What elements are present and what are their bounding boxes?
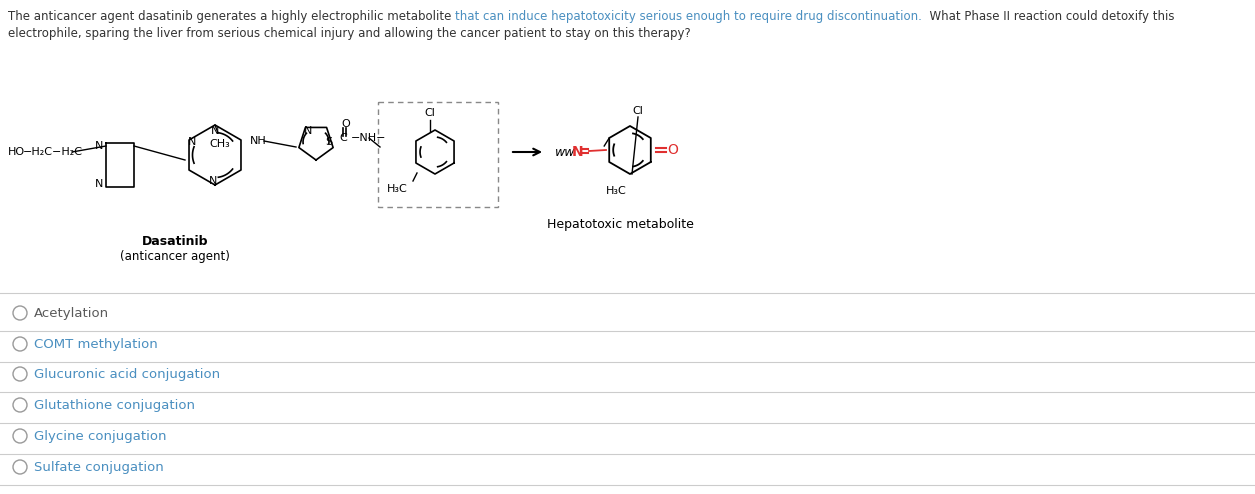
- Text: N: N: [95, 141, 103, 151]
- Text: COMT methylation: COMT methylation: [34, 337, 158, 351]
- Text: N: N: [572, 145, 584, 159]
- Text: The anticancer agent dasatinib generates a highly electrophilic metabolite: The anticancer agent dasatinib generates…: [8, 10, 456, 23]
- Text: H₃C: H₃C: [387, 184, 408, 194]
- Text: NH: NH: [250, 136, 267, 146]
- Text: Dasatinib: Dasatinib: [142, 235, 208, 248]
- Text: CH₃: CH₃: [210, 139, 231, 149]
- Text: Cl: Cl: [424, 108, 435, 118]
- Text: −H₂C−H₂C: −H₂C−H₂C: [23, 147, 83, 157]
- Text: What Phase II reaction could detoxify this: What Phase II reaction could detoxify th…: [922, 10, 1175, 23]
- Text: N: N: [95, 179, 103, 189]
- Text: N: N: [188, 137, 196, 147]
- Text: Acetylation: Acetylation: [34, 306, 109, 320]
- Text: Sulfate conjugation: Sulfate conjugation: [34, 460, 163, 474]
- Text: O: O: [341, 119, 350, 129]
- Text: N: N: [304, 126, 312, 136]
- Text: −NH−: −NH−: [351, 133, 387, 143]
- Text: electrophile, sparing the liver from serious chemical injury and allowing the ca: electrophile, sparing the liver from ser…: [8, 27, 690, 40]
- Text: ww: ww: [555, 146, 576, 159]
- Text: that can induce hepatotoxicity serious enough to require drug discontinuation.: that can induce hepatotoxicity serious e…: [456, 10, 922, 23]
- Text: Glutathione conjugation: Glutathione conjugation: [34, 399, 195, 412]
- Text: N: N: [211, 126, 220, 136]
- Text: N: N: [208, 176, 217, 186]
- Text: H₃C: H₃C: [606, 186, 626, 196]
- Text: O: O: [666, 143, 678, 157]
- Text: S: S: [325, 136, 333, 147]
- Text: (anticancer agent): (anticancer agent): [120, 250, 230, 263]
- Text: Cl: Cl: [633, 106, 644, 116]
- Text: C: C: [339, 133, 346, 143]
- Text: HO: HO: [8, 147, 25, 157]
- Text: Glycine conjugation: Glycine conjugation: [34, 429, 167, 443]
- Text: Hepatotoxic metabolite: Hepatotoxic metabolite: [547, 218, 694, 231]
- Text: Glucuronic acid conjugation: Glucuronic acid conjugation: [34, 368, 220, 380]
